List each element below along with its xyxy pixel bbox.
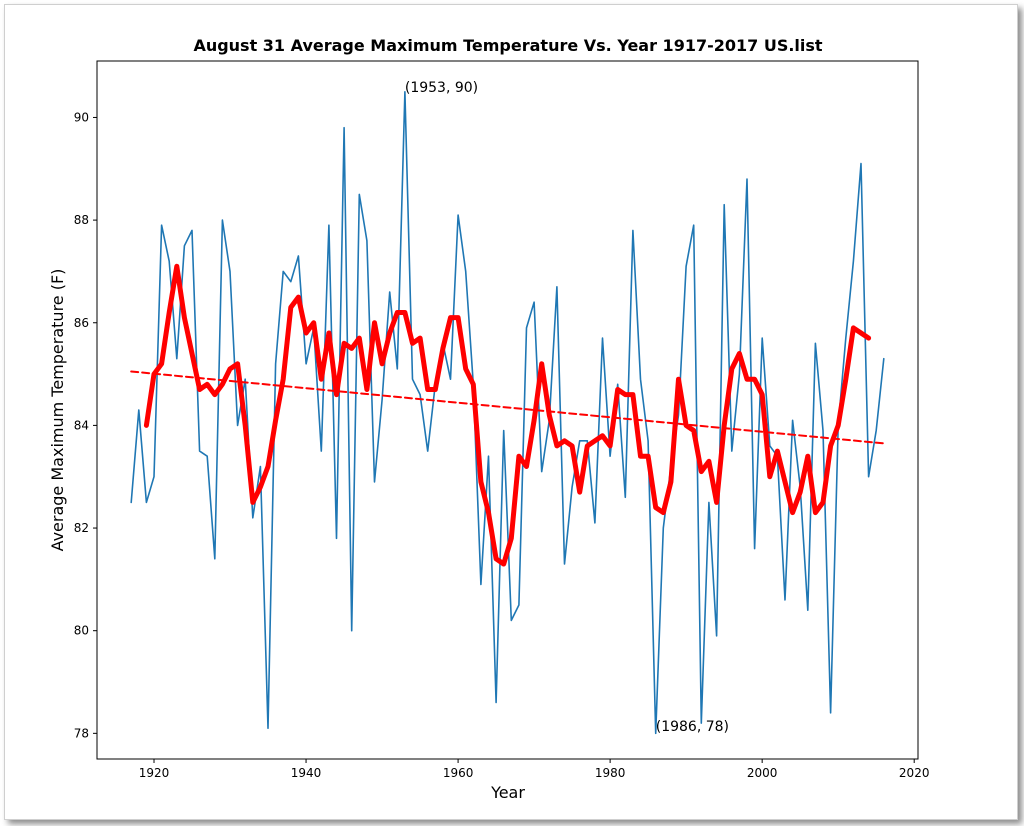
plot-area [96,60,919,760]
x-tick-label: 2000 [747,766,778,780]
point-annotation: (1986, 78) [656,719,729,735]
y-tick-label: 82 [74,521,89,535]
x-tick-label: 1980 [595,766,626,780]
y-tick-label: 78 [74,726,89,740]
x-tick-label: 1940 [291,766,322,780]
chart-title: August 31 Average Maximum Temperature Vs… [193,36,822,55]
y-tick-label: 80 [74,624,89,638]
y-tick-label: 88 [74,213,89,227]
x-tick-label: 1960 [443,766,474,780]
x-axis: 1920 1940 1960 1980 2000 2020 [139,759,930,780]
y-tick-label: 90 [74,110,89,124]
trend-line [130,370,885,445]
point-annotation: (1953, 90) [405,80,478,96]
x-axis-label: Year [490,783,525,802]
y-axis-label: Average Maximum Temperature (F) [48,269,67,552]
y-axis: 78 80 82 84 86 88 90 [74,110,97,740]
y-tick-label: 86 [74,316,89,330]
y-tick-label: 84 [74,418,89,432]
x-tick-label: 2020 [899,766,930,780]
series-layer [130,91,885,735]
x-tick-label: 1920 [139,766,170,780]
moving-average-line [143,263,872,567]
annotation-layer: (1953, 90) (1986, 78) [405,80,729,735]
